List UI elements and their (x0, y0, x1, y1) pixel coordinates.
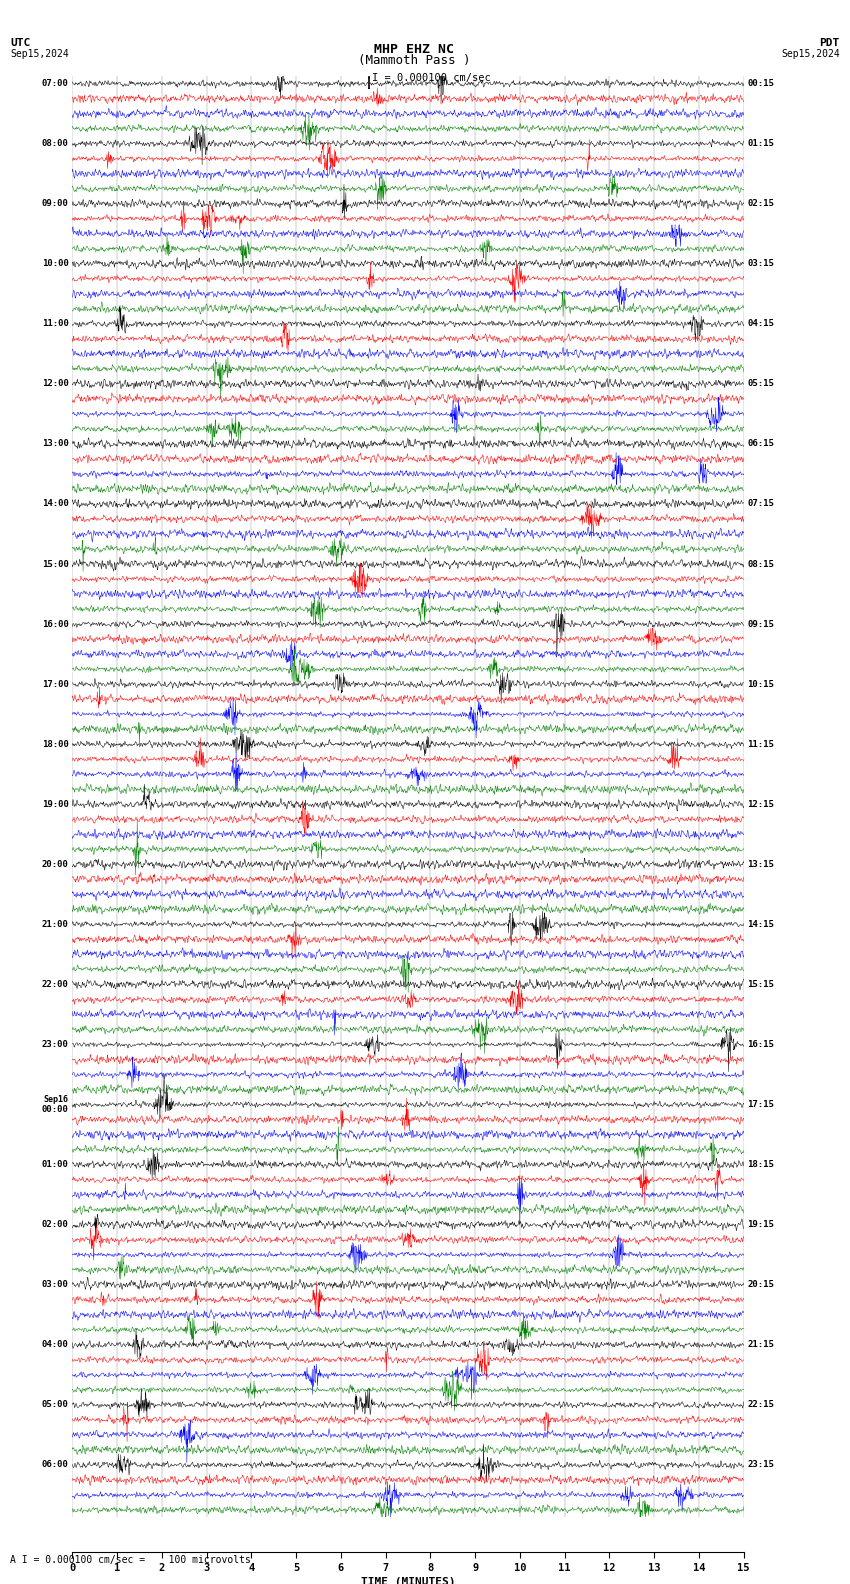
Text: 05:15: 05:15 (747, 379, 774, 388)
Text: 19:00: 19:00 (42, 800, 69, 809)
Text: 06:15: 06:15 (747, 439, 774, 448)
Text: 19:15: 19:15 (747, 1220, 774, 1229)
Text: 07:15: 07:15 (747, 499, 774, 508)
Text: 05:00: 05:00 (42, 1400, 69, 1410)
Text: 11:00: 11:00 (42, 320, 69, 328)
Text: 14:00: 14:00 (42, 499, 69, 508)
Text: 02:00: 02:00 (42, 1220, 69, 1229)
Text: 20:00: 20:00 (42, 860, 69, 868)
X-axis label: TIME (MINUTES): TIME (MINUTES) (360, 1578, 456, 1584)
Text: 16:15: 16:15 (747, 1041, 774, 1049)
Text: 08:15: 08:15 (747, 559, 774, 569)
Text: 03:15: 03:15 (747, 260, 774, 268)
Text: 13:15: 13:15 (747, 860, 774, 868)
Text: 12:15: 12:15 (747, 800, 774, 809)
Text: 13:00: 13:00 (42, 439, 69, 448)
Text: 00:00: 00:00 (42, 1104, 69, 1114)
Text: 20:15: 20:15 (747, 1280, 774, 1289)
Text: Sep15,2024: Sep15,2024 (781, 49, 840, 59)
Text: 17:00: 17:00 (42, 680, 69, 689)
Text: 04:00: 04:00 (42, 1340, 69, 1350)
Text: UTC: UTC (10, 38, 31, 48)
Text: 23:00: 23:00 (42, 1041, 69, 1049)
Text: 09:00: 09:00 (42, 200, 69, 208)
Text: MHP EHZ NC: MHP EHZ NC (374, 43, 454, 55)
Text: 07:00: 07:00 (42, 79, 69, 89)
Text: 18:15: 18:15 (747, 1159, 774, 1169)
Text: A I = 0.000100 cm/sec =    100 microvolts: A I = 0.000100 cm/sec = 100 microvolts (10, 1555, 251, 1565)
Text: 08:00: 08:00 (42, 139, 69, 147)
Text: 21:00: 21:00 (42, 920, 69, 928)
Text: 14:15: 14:15 (747, 920, 774, 928)
Text: 12:00: 12:00 (42, 379, 69, 388)
Text: 06:00: 06:00 (42, 1460, 69, 1470)
Text: 23:15: 23:15 (747, 1460, 774, 1470)
Text: 16:00: 16:00 (42, 619, 69, 629)
Text: 21:15: 21:15 (747, 1340, 774, 1350)
Text: 03:00: 03:00 (42, 1280, 69, 1289)
Text: 18:00: 18:00 (42, 740, 69, 749)
Text: 01:00: 01:00 (42, 1159, 69, 1169)
Text: 02:15: 02:15 (747, 200, 774, 208)
Text: 09:15: 09:15 (747, 619, 774, 629)
Text: 04:15: 04:15 (747, 320, 774, 328)
Text: (Mammoth Pass ): (Mammoth Pass ) (358, 54, 470, 67)
Text: 22:15: 22:15 (747, 1400, 774, 1410)
Text: Sep16: Sep16 (44, 1095, 69, 1104)
Text: Sep15,2024: Sep15,2024 (10, 49, 69, 59)
Text: 15:00: 15:00 (42, 559, 69, 569)
Text: 22:00: 22:00 (42, 980, 69, 988)
Text: 10:15: 10:15 (747, 680, 774, 689)
Text: 01:15: 01:15 (747, 139, 774, 147)
Text: 00:15: 00:15 (747, 79, 774, 89)
Text: 15:15: 15:15 (747, 980, 774, 988)
Text: 17:15: 17:15 (747, 1099, 774, 1109)
Text: PDT: PDT (819, 38, 840, 48)
Text: 11:15: 11:15 (747, 740, 774, 749)
Text: 10:00: 10:00 (42, 260, 69, 268)
Text: I = 0.000100 cm/sec: I = 0.000100 cm/sec (372, 73, 491, 82)
